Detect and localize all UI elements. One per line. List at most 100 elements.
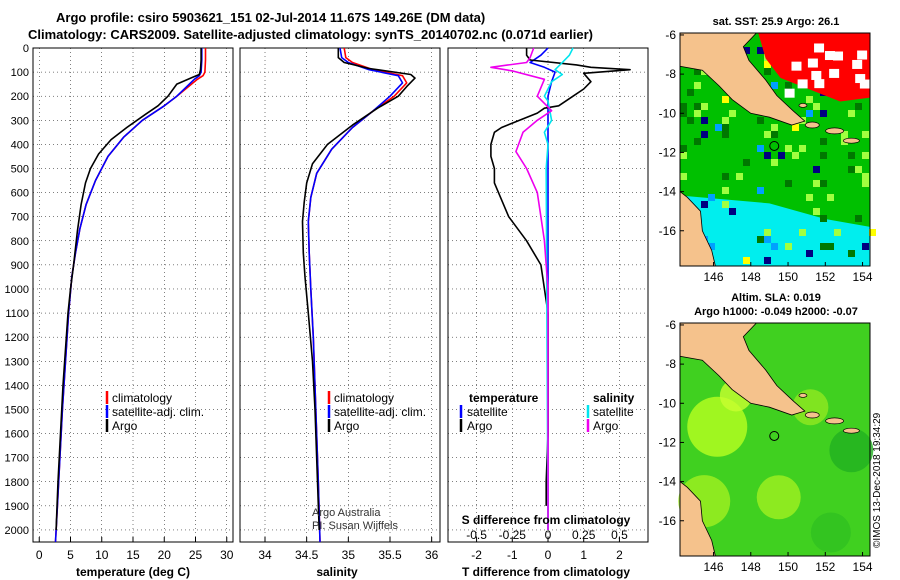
depth-tick-label: 1400 [5,380,29,392]
sst-pixel [729,110,736,117]
legend-label-s-argo: Argo [593,419,619,433]
salinity-x-label: salinity [316,565,358,579]
series-line-s-satellite [543,47,574,531]
island [798,393,808,398]
sst-pixel [855,166,862,173]
sst-pixel [722,117,729,124]
salinity-series [301,47,416,543]
cloud-gap [852,59,863,69]
sst-pixel [701,131,708,138]
cloud-gap [811,70,822,80]
depth-tick-label: 1100 [5,308,29,320]
argo-float-marker [769,140,780,151]
map-lat-label: -6 [665,318,676,332]
sst-pixel [722,187,729,194]
sst-pixel [855,215,862,222]
sst-pixel [757,187,764,194]
sst-pixel [806,194,813,201]
sst-pixel [869,229,876,236]
depth-tick-label: 0 [23,43,29,55]
sst-pixel [855,103,862,110]
s-tick-label: 0 [545,528,552,542]
depth-axis: 0 100 200 300 400 500 600 700 800 900 1000 1100 1200… [5,43,29,537]
map-lat-label: -8 [665,67,676,81]
difference-x-ticks: -2 -1 0 1 2 [471,537,623,562]
depth-tick-label: 200 [11,91,29,103]
sst-pixel [764,152,771,159]
depth-tick-label: 1700 [5,453,29,465]
sst-pixel [827,243,834,250]
difference-x-label: T difference from climatology [462,565,630,579]
x-tick-label: 1 [580,548,587,562]
x-tick-label: 35 [342,548,356,562]
sst-pixel [757,47,764,54]
sst-pixel [862,180,869,187]
sst-pixel [771,243,778,250]
sst-pixel [764,61,771,68]
legend-label-climatology: climatology [334,391,394,405]
cloud-gap [791,61,802,71]
sst-pixel [792,124,799,131]
depth-tick-label: 2000 [5,525,29,537]
sst-pixel [778,152,785,159]
sst-pixel [764,131,771,138]
island [804,411,820,419]
map-lon-label: 152 [815,270,835,284]
cloud-gap [855,74,866,84]
sla-anomaly [829,428,874,473]
salinity-grid [240,47,440,542]
island [825,127,844,135]
sst-pixel [806,110,813,117]
sla-anomaly [810,512,851,553]
sst-pixel [764,236,771,243]
s-tick-label: -0.5 [466,528,487,542]
map-lon-label: 150 [778,560,798,574]
x-tick-label: 34.5 [295,548,319,562]
figure-subtitle: Climatology: CARS2009. Satellite-adjuste… [28,27,593,42]
sst-pixel [680,173,687,180]
sla-map-subtitle: Argo h1000: -0.049 h2000: -0.07 [694,306,858,318]
depth-tick-label: 1800 [5,477,29,489]
salinity-legend: climatology satellite-adj. clim. Argo [327,391,426,433]
sla-anomaly [792,389,829,426]
map-lat-label: -16 [659,224,677,238]
temperature-legend: climatology satellite-adj. clim. Argo [105,391,204,433]
island [843,137,860,144]
sst-pixel [771,131,778,138]
sst-pixel [862,152,869,159]
difference-legend: temperature satellite Argo salinity sate… [459,391,635,433]
temperature-grid [33,47,233,542]
map-frame [679,32,871,267]
legend-label-t-satellite: satellite [467,405,508,419]
sst-pixel [757,117,764,124]
island [798,103,808,108]
sst-pixel [820,243,827,250]
island [825,417,844,425]
sst-pixel [708,243,715,250]
sst-pixel [722,131,729,138]
temperature-x-label: temperature (deg C) [76,565,190,579]
map-lat-label: -12 [659,145,677,159]
sst-pixel [701,117,708,124]
sst-pixel [764,68,771,75]
sst-pixel [722,201,729,208]
legend-label-argo: Argo [112,419,138,433]
depth-tick-label: 900 [11,260,29,272]
sla-map-title: Altim. SLA: 0.019 [731,292,821,304]
sst-pixel [687,117,694,124]
x-tick-label: 0 [36,548,43,562]
sst-pixel [757,145,764,152]
sla-anomaly [756,475,801,520]
s-tick-label: -0.25 [499,528,527,542]
sst-pixel [813,208,820,215]
sst-pixel [785,82,792,89]
salinity-panel-frame [239,47,441,543]
cloud-gap [797,79,808,89]
depth-tick-label: 800 [11,236,29,248]
depth-tick-label: 1600 [5,429,29,441]
x-tick-label: 0 [545,548,552,562]
sst-pixel [792,152,799,159]
sst-pixel [736,173,743,180]
sst-pixel [771,124,778,131]
legend-label-satellite: satellite-adj. clim. [334,405,426,419]
